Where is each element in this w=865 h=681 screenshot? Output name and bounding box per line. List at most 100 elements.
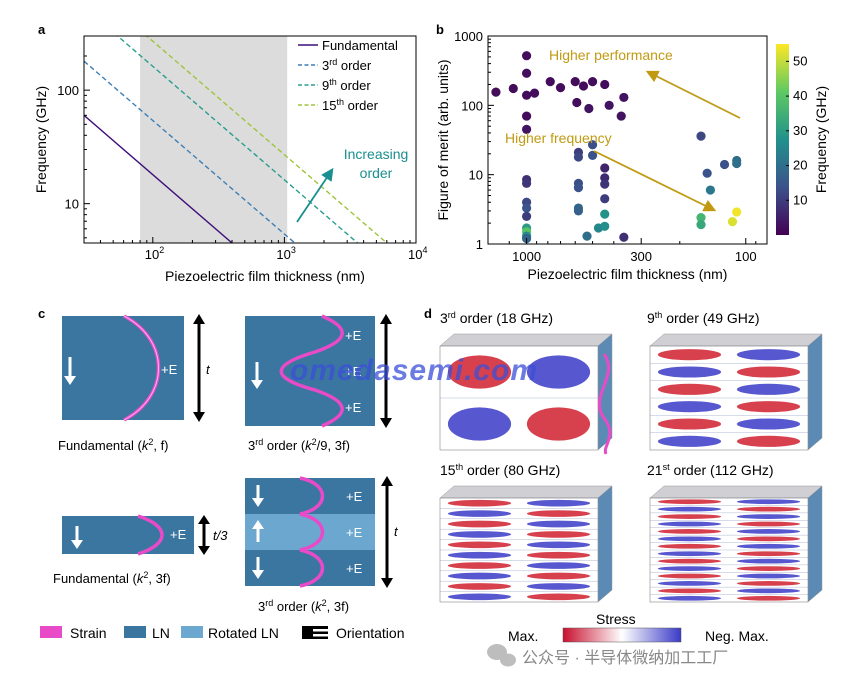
- block-title: 21st order (112 GHz): [647, 462, 774, 478]
- caption-third-order-stacked: 3rd order (k2, 3f): [258, 598, 349, 614]
- series-line-3: [84, 60, 296, 243]
- stress-lobe: [447, 562, 512, 569]
- data-point: [616, 111, 626, 121]
- stress-lobe: [657, 499, 722, 505]
- strain-curve: [279, 314, 344, 428]
- data-point: [600, 173, 610, 183]
- front-outline: [439, 345, 599, 451]
- stress-lobe: [526, 531, 591, 538]
- x-tick-label: 100: [735, 249, 757, 264]
- stress-lobe: [736, 558, 801, 564]
- stress-lobe: [447, 407, 512, 441]
- stress-lobe: [657, 366, 722, 378]
- block-third-order-stacked: +E +E +E t 3rd order (k2, 3f): [245, 476, 399, 614]
- stress-lobe: [736, 499, 801, 505]
- ln-slab: [245, 316, 375, 426]
- side-face: [597, 485, 613, 603]
- legend-label: Fundamental: [322, 38, 398, 53]
- data-point: [600, 209, 610, 219]
- down-arrow-icon: [64, 357, 76, 385]
- data-point: [521, 90, 532, 100]
- stress-lobe: [736, 536, 801, 542]
- data-point: [521, 178, 532, 188]
- thickness-arrow-icon: [381, 476, 393, 588]
- stress-lobe: [657, 514, 722, 519]
- stress-lobe: [657, 536, 722, 542]
- data-point: [587, 76, 598, 87]
- data-point: [529, 88, 540, 98]
- strain-curve-edge: [123, 315, 159, 421]
- higher-frequency-arrow: [593, 150, 717, 212]
- block-third-order: +E +E +E 3rd order (k2/9, 3f): [245, 314, 392, 453]
- block-title: 3rd order (18 GHz): [440, 310, 553, 326]
- stress-lobe: [526, 551, 591, 559]
- watermark-text: omedasemi.com: [290, 354, 538, 387]
- stress-lobe: [657, 595, 722, 601]
- colorbar-tick-label: 40: [793, 88, 807, 103]
- data-point: [727, 217, 738, 227]
- x-axis-label: Piezoelectric film thickness (nm): [528, 266, 728, 282]
- stress-lobe: [526, 572, 591, 580]
- stress-block-15: 15th order (80 GHz): [439, 462, 613, 603]
- top-face: [439, 333, 613, 347]
- panel-a-chart: 102 103 104 10 100 Piezoelectric film thickne…: [33, 35, 427, 284]
- ln-slab: [62, 316, 184, 420]
- data-point: [732, 207, 742, 217]
- front-outline: [649, 497, 809, 603]
- stress-lobe: [447, 510, 512, 517]
- stress-lobe: [736, 383, 801, 395]
- data-point: [521, 68, 532, 78]
- caption-fundamental: Fundamental (k2, f): [58, 437, 169, 453]
- stress-lobe: [526, 562, 591, 569]
- stress-colorbar: Stress Max. Neg. Max.: [508, 611, 769, 644]
- data-point: [582, 231, 592, 241]
- panel-a-label: a: [38, 22, 46, 37]
- data-point: [491, 87, 501, 97]
- data-point: [719, 159, 730, 170]
- legend-rotated-ln: Rotated LN: [208, 625, 279, 641]
- colorbar-tick-label: 10: [793, 192, 807, 207]
- stress-lobe: [447, 583, 512, 590]
- x-tick-label: 102: [145, 245, 164, 262]
- stress-label: Stress: [596, 611, 636, 627]
- stress-lobe: [736, 529, 801, 534]
- stress-lobe: [736, 588, 801, 594]
- colorbar-tick-label: 20: [793, 158, 807, 173]
- x-tick-label: 1000: [512, 249, 541, 264]
- data-point: [732, 158, 742, 169]
- legend-ln: LN: [152, 625, 170, 641]
- plot-frame: [83, 35, 417, 244]
- ln-swatch: [124, 626, 146, 638]
- strain-curve: [597, 353, 612, 455]
- data-point: [600, 179, 610, 189]
- y-tick-label: 1000: [454, 29, 483, 44]
- y-tick-label: 10: [469, 168, 483, 183]
- stress-lobe: [657, 383, 722, 395]
- footer-note: 公众号 · 半导体微纳加工工厂: [522, 649, 728, 667]
- block-title: 9th order (49 GHz): [647, 310, 760, 326]
- e-field-label: +E: [170, 527, 187, 542]
- data-point: [702, 168, 712, 178]
- stress-lobe: [526, 510, 591, 517]
- data-point: [573, 183, 584, 193]
- data-point: [572, 97, 582, 108]
- stress-lobe: [736, 521, 801, 527]
- stress-lobe: [736, 573, 801, 579]
- data-point: [600, 163, 610, 173]
- stress-lobe: [736, 435, 801, 447]
- shaded-region: [140, 36, 288, 243]
- e-field-label: +E: [345, 364, 362, 379]
- stress-lobe: [657, 566, 722, 571]
- strain-curve: [299, 476, 325, 588]
- stress-lobe: [526, 541, 591, 549]
- series-line-15: [145, 36, 388, 243]
- stress-lobe: [447, 520, 512, 528]
- y-tick-label: 10: [65, 197, 79, 212]
- stress-lobe: [736, 581, 801, 586]
- stress-block-21: 21st order (112 GHz): [647, 462, 823, 603]
- y-tick-label: 100: [461, 98, 483, 113]
- x-tick-label: 104: [408, 245, 427, 262]
- x-tick-label: 103: [276, 245, 295, 262]
- caption-third-order: 3rd order (k2/9, 3f): [248, 437, 350, 453]
- stress-lobe: [657, 529, 722, 534]
